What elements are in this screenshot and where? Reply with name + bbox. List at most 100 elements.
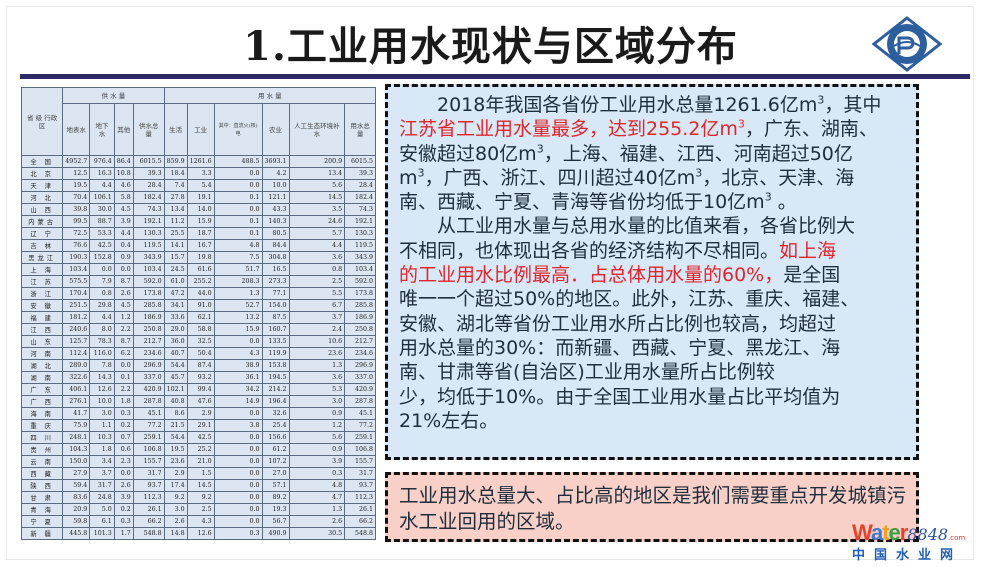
analysis-line: 21%左右。	[399, 409, 906, 433]
value-cell: 2.5	[186, 503, 215, 516]
table-row: 内蒙古 99.5 88.7 3.9 192.1 11.2 15.9 0.1 140.3 24.6 1…	[20, 215, 376, 228]
value-cell: 182.4	[344, 191, 376, 204]
value-cell: 84.4	[261, 239, 290, 252]
region-cell: 宁 夏	[20, 515, 64, 528]
value-cell: 3.7	[288, 311, 346, 324]
region-cell: 云 南	[20, 455, 64, 468]
value-cell: 548.8	[132, 527, 165, 540]
value-cell: 59.4	[62, 479, 91, 492]
value-cell: 214.2	[261, 383, 290, 396]
value-cell: 192.1	[132, 215, 165, 228]
value-cell: 420.9	[132, 383, 165, 396]
value-cell: 343.9	[132, 251, 165, 264]
value-cell: 119.9	[261, 347, 290, 360]
value-cell: 5.5	[288, 287, 346, 300]
value-cell: 1.2	[288, 419, 346, 432]
value-cell: 19.1	[186, 191, 215, 204]
text-segment: 南、西藏、宁夏、青海等省份均低于10亿m	[399, 191, 765, 214]
value-cell: 170.4	[62, 287, 91, 300]
value-cell: 3.8	[213, 419, 263, 432]
value-cell: 42.5	[89, 239, 115, 252]
value-cell: 106.1	[89, 191, 115, 204]
table-row: 福 建 181.2 4.4 1.2 186.9 33.6 62.1 13.2 87.5 3.7 18…	[20, 311, 376, 324]
text-segment: ，广西、浙江、四川超过40亿m	[424, 166, 696, 189]
table-row: 云 南 150.0 3.4 2.3 155.7 23.6 21.0 0.0 107.2 3.9 15…	[20, 455, 376, 468]
table-row: 山 东 125.7 78.3 8.7 212.7 36.0 32.5 0.0 133.5 10.6…	[20, 335, 376, 348]
value-cell: 3.9	[288, 455, 346, 468]
value-cell: 61.0	[163, 275, 188, 288]
water-supply-use-table: 省 级 行政区 供 水 量 用 水 量 地表水 地下水 其他 供水总量 生活 工业 其中：直…	[20, 87, 377, 540]
value-cell: 106.8	[344, 443, 376, 456]
value-cell: 976.4	[89, 155, 115, 168]
value-cell: 83.6	[62, 491, 91, 504]
value-cell: 859.9	[163, 155, 188, 168]
value-cell: 0.0	[213, 491, 263, 504]
value-cell: 0.0	[113, 467, 134, 480]
region-cell: 上 海	[20, 263, 64, 276]
column-header: 其中：直流火(核)电	[213, 103, 263, 156]
value-cell: 40.7	[163, 347, 188, 360]
region-cell: 西 藏	[20, 467, 64, 480]
table-row: 黑龙江 190.3 152.8 0.9 343.9 15.7 19.8 7.5 304.8 3.6…	[20, 251, 376, 264]
value-cell: 1.3	[213, 287, 263, 300]
value-cell: 5.6	[288, 179, 346, 192]
value-cell: 23.6	[163, 455, 188, 468]
value-cell: 54.4	[163, 431, 188, 444]
analysis-line: 唯一一个超过50%的地区。此外，江苏、重庆、福建、	[399, 287, 906, 311]
value-cell: 0.6	[113, 443, 134, 456]
value-cell: 24.5	[163, 263, 188, 276]
value-cell: 72.5	[62, 227, 91, 240]
value-cell: 4.4	[113, 227, 134, 240]
value-cell: 101.3	[89, 527, 115, 540]
value-cell: 5.4	[186, 179, 215, 192]
text-segment: 3	[536, 142, 544, 156]
value-cell: 10.3	[89, 431, 115, 444]
value-cell: 5.3	[288, 383, 346, 396]
value-cell: 76.6	[62, 239, 91, 252]
header-region: 省 级 行政区	[20, 87, 64, 156]
region-cell: 江 西	[20, 323, 64, 336]
value-cell: 186.9	[132, 311, 165, 324]
region-cell: 广 东	[20, 383, 64, 396]
value-cell: 234.6	[132, 347, 165, 360]
table-row: 山 西 39.8 30.0 4.5 74.3 13.4 14.0 0.0 43.3 3.5 74.3	[20, 203, 376, 216]
value-cell: 0.9	[113, 251, 134, 264]
value-cell: 14.0	[186, 203, 215, 216]
value-cell: 6015.5	[132, 155, 165, 168]
value-cell: 30.0	[89, 203, 115, 216]
value-cell: 0.0	[213, 203, 263, 216]
text-segment: 唯一一个超过50%的地区。此外，江苏、重庆、福建、	[399, 288, 860, 311]
value-cell: 0.3	[213, 527, 263, 540]
value-cell: 7.5	[213, 251, 263, 264]
value-cell: 4.5	[113, 299, 134, 312]
value-cell: 2.6	[113, 287, 134, 300]
value-cell: 38.9	[213, 359, 263, 372]
table-row: 河 北 70.4 106.1 5.8 182.4 27.8 19.1 0.1 121.1 14.5…	[20, 191, 376, 204]
analysis-line: 用水总量的30%：而新疆、西藏、宁夏、黑龙江、海	[399, 336, 906, 360]
value-cell: 17.4	[163, 479, 188, 492]
value-cell: 10.6	[288, 335, 346, 348]
value-cell: 2.2	[113, 323, 134, 336]
value-cell: 29.8	[89, 299, 115, 312]
value-cell: 10.8	[113, 167, 134, 180]
value-cell: 19.5	[163, 443, 188, 456]
text-segment: ，广东、湖南、	[744, 118, 878, 141]
value-cell: 103.4	[344, 263, 376, 276]
value-cell: 33.6	[163, 311, 188, 324]
value-cell: 45.1	[344, 407, 376, 420]
analysis-line: 少，均低于10%。由于全国工业用水量占比平均值为	[399, 385, 906, 409]
value-cell: 32.5	[186, 335, 215, 348]
table-row: 宁 夏 59.8 6.1 0.3 66.2 2.6 4.3 0.0 56.7 2.6 66.2	[20, 515, 376, 528]
value-cell: 88.7	[89, 215, 115, 228]
analysis-line: 的工业用水比例最高．占总体用水量的60%，是全国	[399, 263, 906, 287]
value-cell: 21.0	[186, 455, 215, 468]
value-cell: 43.3	[261, 203, 290, 216]
value-cell: 250.8	[132, 323, 165, 336]
value-cell: 208.3	[213, 275, 263, 288]
value-cell: 9.2	[186, 491, 215, 504]
value-cell: 182.4	[132, 191, 165, 204]
value-cell: 62.1	[186, 311, 215, 324]
value-cell: 0.1	[213, 227, 263, 240]
value-cell: 2.6	[288, 515, 346, 528]
value-cell: 7.9	[89, 275, 115, 288]
